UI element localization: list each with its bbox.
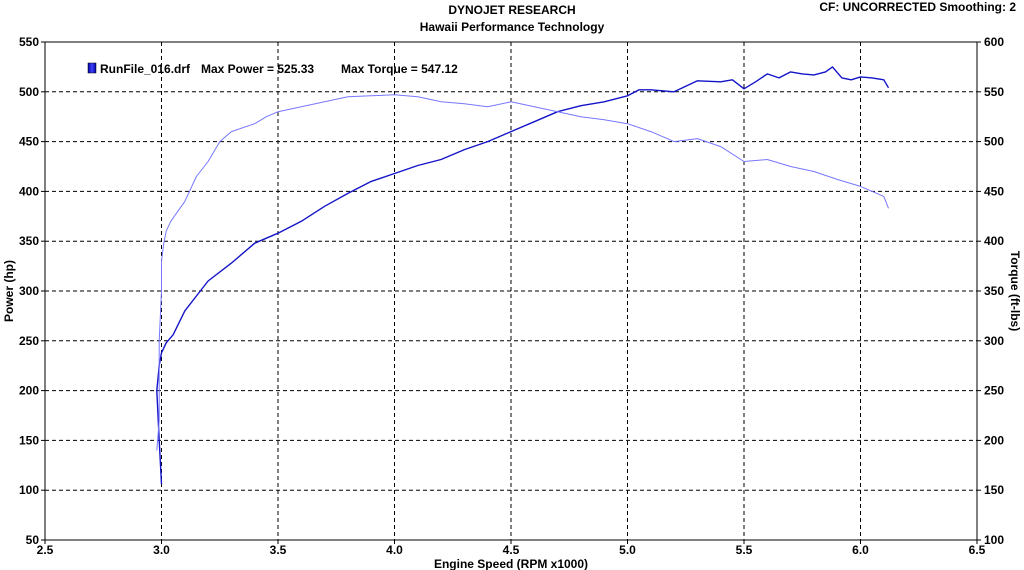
- y2-tick-label: 600: [984, 35, 1004, 49]
- x-tick-label: 4.0: [386, 543, 403, 557]
- x-tick-label: 6.0: [852, 543, 869, 557]
- x-axis-label: Engine Speed (RPM x1000): [434, 557, 588, 570]
- y-tick-label: 200: [19, 384, 39, 398]
- x-tick-label: 3.5: [270, 543, 287, 557]
- legend-max-power: Max Power = 525.33: [201, 62, 314, 76]
- legend-file: RunFile_016.drf: [100, 62, 191, 76]
- y-tick-label: 500: [19, 85, 39, 99]
- y2-tick-label: 550: [984, 85, 1004, 99]
- x-tick-label: 6.5: [969, 543, 986, 557]
- x-tick-label: 5.0: [619, 543, 636, 557]
- y2-tick-label: 100: [984, 533, 1004, 547]
- y-tick-label: 100: [19, 483, 39, 497]
- series-lines: [156, 66, 890, 485]
- y-tick-label: 250: [19, 334, 39, 348]
- y2-tick-label: 150: [984, 483, 1004, 497]
- y-axis-label: Power (hp): [2, 260, 16, 322]
- y-tick-label: 300: [19, 284, 39, 298]
- y-tick-label: 150: [19, 433, 39, 447]
- legend: RunFile_016.drf Max Power = 525.33 Max T…: [87, 62, 458, 76]
- x-tick-label: 2.5: [37, 543, 54, 557]
- y-tick-label: 50: [26, 533, 40, 547]
- legend-swatch: [87, 62, 97, 74]
- y-axis-ticks: 50 100 150 200 250 300 350 400 450 500 550: [19, 35, 45, 547]
- legend-max-torque: Max Torque = 547.12: [341, 62, 458, 76]
- grid-lines: [45, 42, 977, 540]
- y2-tick-label: 350: [984, 284, 1004, 298]
- series-line-torque: [156, 94, 889, 451]
- y-tick-label: 400: [19, 184, 39, 198]
- y-tick-label: 450: [19, 135, 39, 149]
- y-tick-label: 550: [19, 35, 39, 49]
- y-tick-label: 350: [19, 234, 39, 248]
- y2-tick-label: 450: [984, 184, 1004, 198]
- chart-subtitle: Hawaii Performance Technology: [419, 20, 605, 34]
- y2-tick-label: 400: [984, 234, 1004, 248]
- y2-axis-ticks: 100 150 200 250 300 350 400 450 500 550 600: [977, 35, 1004, 547]
- x-tick-label: 3.0: [153, 543, 170, 557]
- x-axis-ticks: 2.5 3.0 3.5 4.0 4.5 5.0 5.5 6.0 6.5: [37, 540, 986, 557]
- y2-tick-label: 300: [984, 334, 1004, 348]
- y2-tick-label: 250: [984, 384, 1004, 398]
- x-tick-label: 4.5: [503, 543, 520, 557]
- y2-tick-label: 500: [984, 135, 1004, 149]
- y2-tick-label: 200: [984, 433, 1004, 447]
- x-tick-label: 5.5: [736, 543, 753, 557]
- correction-factor-label: CF: UNCORRECTED Smoothing: 2: [819, 0, 1016, 14]
- y2-axis-label: Torque (ft-lbs): [1008, 251, 1022, 331]
- chart-title: DYNOJET RESEARCH: [448, 3, 576, 17]
